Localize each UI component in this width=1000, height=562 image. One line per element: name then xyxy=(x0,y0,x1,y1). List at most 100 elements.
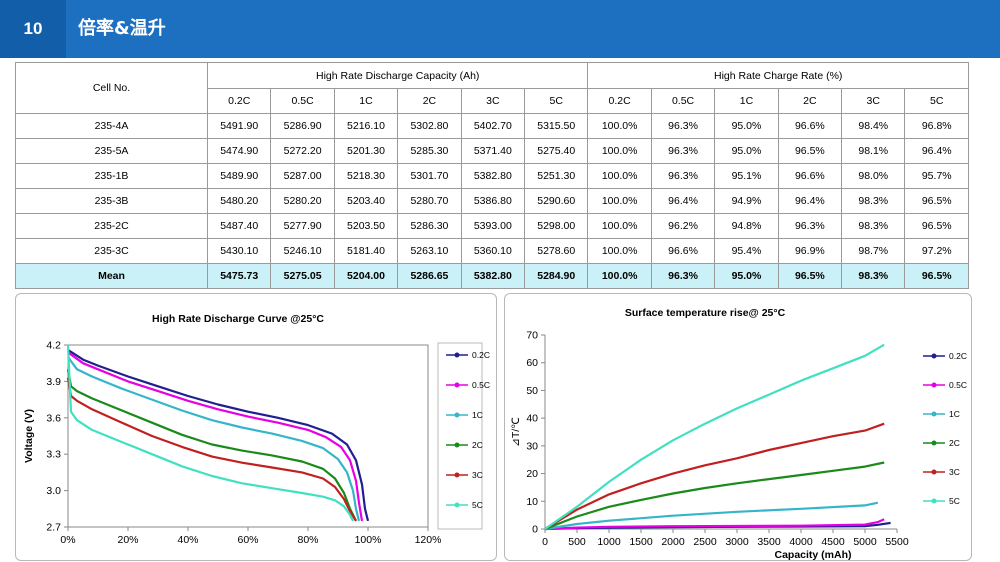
capacity-value: 5263.10 xyxy=(397,238,462,264)
charge-rate-header: 0.5C xyxy=(650,88,716,114)
capacity-rate-header: 3C xyxy=(460,88,526,114)
y-axis-label: ⊿T/℃ xyxy=(510,417,522,447)
capacity-value: 5474.90 xyxy=(206,138,272,164)
charge-rate-value: 98.1% xyxy=(841,138,906,164)
table-row: 235-3B 5480.20 5280.20 5203.40 5280.70 5386.8… xyxy=(15,188,969,214)
charge-rate-value: 100.0% xyxy=(587,213,652,239)
capacity-value: 5287.00 xyxy=(270,163,335,189)
series-line-0.5C xyxy=(67,351,364,522)
capacity-value: 5402.70 xyxy=(460,113,526,139)
capacity-value: 5201.30 xyxy=(333,138,399,164)
capacity-value: 5285.30 xyxy=(397,138,462,164)
x-tick-label: 120% xyxy=(415,534,442,546)
legend-marker xyxy=(454,382,460,388)
charge-rate-value: 96.6% xyxy=(777,113,843,139)
legend-label: 0.5C xyxy=(949,380,967,390)
legend-label: 1C xyxy=(472,410,483,420)
cell-id: 235-3B xyxy=(15,188,208,214)
y-tick-label: 30 xyxy=(526,440,538,452)
capacity-value: 5298.00 xyxy=(524,213,589,239)
charge-rate-value: 96.8% xyxy=(904,113,969,139)
legend-label: 3C xyxy=(949,467,960,477)
capacity-value: 5382.80 xyxy=(460,263,526,289)
y-tick-label: 3.3 xyxy=(46,449,61,461)
discharge-capacity-header: High Rate Discharge Capacity (Ah) xyxy=(206,62,589,89)
charge-rate-value: 96.4% xyxy=(650,188,716,214)
capacity-value: 5277.90 xyxy=(270,213,335,239)
cell-id: 235-5A xyxy=(15,138,208,164)
charge-rate-value: 96.3% xyxy=(650,138,716,164)
header-bar: 10 倍率&温升 xyxy=(0,0,1000,58)
charge-rate-value: 95.0% xyxy=(714,113,779,139)
charge-rate-value: 95.7% xyxy=(904,163,969,189)
charge-rate-value: 98.3% xyxy=(841,188,906,214)
charge-rate-header: 0.2C xyxy=(587,88,652,114)
x-tick-label: 2000 xyxy=(661,536,685,548)
capacity-value: 5246.10 xyxy=(270,238,335,264)
x-tick-label: 3000 xyxy=(725,536,749,548)
cell-no-header: Cell No. xyxy=(15,62,208,114)
capacity-value: 5302.80 xyxy=(397,113,462,139)
legend-label: 2C xyxy=(472,440,483,450)
legend-marker xyxy=(454,352,460,358)
discharge-chart-panel: High Rate Discharge Curve @25°C 2.7 3.0 3.3… xyxy=(15,293,497,561)
y-tick-label: 20 xyxy=(526,468,538,480)
charge-rate-value: 100.0% xyxy=(587,188,652,214)
capacity-value: 5371.40 xyxy=(460,138,526,164)
cell-id: 235-3C xyxy=(15,238,208,264)
charge-rate-value: 97.2% xyxy=(904,238,969,264)
charge-rate-header: 3C xyxy=(841,88,906,114)
capacity-value: 5480.20 xyxy=(206,188,272,214)
x-tick-label: 80% xyxy=(297,534,318,546)
charge-rate-value: 96.5% xyxy=(777,263,843,289)
charge-rate-value: 98.0% xyxy=(841,163,906,189)
cell-id: 235-4A xyxy=(15,113,208,139)
x-tick-label: 40% xyxy=(177,534,198,546)
x-tick-label: 0% xyxy=(60,534,75,546)
capacity-value: 5475.73 xyxy=(206,263,272,289)
capacity-rate-header: 5C xyxy=(524,88,589,114)
capacity-value: 5315.50 xyxy=(524,113,589,139)
capacity-value: 5301.70 xyxy=(397,163,462,189)
legend-label: 2C xyxy=(949,438,960,448)
charge-rate-value: 96.3% xyxy=(650,113,716,139)
capacity-value: 5360.10 xyxy=(460,238,526,264)
capacity-table: Cell No. High Rate Discharge Capacity (A… xyxy=(15,62,969,289)
charge-rate-value: 96.5% xyxy=(777,138,843,164)
y-tick-label: 0 xyxy=(532,524,538,536)
charge-rate-header: High Rate Charge Rate (%) xyxy=(587,62,969,89)
y-tick-label: 50 xyxy=(526,385,538,397)
charge-rate-value: 96.5% xyxy=(904,263,969,289)
legend-marker xyxy=(931,440,937,446)
temperature-chart-panel: Surface temperature rise@ 25°C 0 10 20 30 40 5… xyxy=(504,293,972,561)
capacity-value: 5491.90 xyxy=(206,113,272,139)
legend-marker xyxy=(931,498,937,504)
series-line-1C xyxy=(67,356,361,522)
charge-rate-value: 100.0% xyxy=(587,138,652,164)
legend-label: 5C xyxy=(949,496,960,506)
capacity-rate-header: 0.2C xyxy=(206,88,272,114)
y-tick-label: 3.6 xyxy=(46,412,61,424)
charge-rate-value: 96.2% xyxy=(650,213,716,239)
temperature-rise-chart: Surface temperature rise@ 25°C 0 10 20 30 40 5… xyxy=(510,307,967,560)
charge-rate-value: 96.3% xyxy=(650,163,716,189)
x-tick-label: 100% xyxy=(355,534,382,546)
charge-rate-value: 100.0% xyxy=(587,113,652,139)
capacity-value: 5251.30 xyxy=(524,163,589,189)
capacity-value: 5286.65 xyxy=(397,263,462,289)
y-tick-label: 70 xyxy=(526,330,538,342)
x-tick-label: 20% xyxy=(117,534,138,546)
capacity-value: 5204.00 xyxy=(333,263,399,289)
series-line-0.2C xyxy=(67,348,370,522)
chart-title: High Rate Discharge Curve @25°C xyxy=(152,313,324,325)
capacity-value: 5203.40 xyxy=(333,188,399,214)
charge-rate-header: 1C xyxy=(714,88,779,114)
legend-marker xyxy=(931,353,937,359)
x-tick-label: 3500 xyxy=(757,536,781,548)
x-tick-label: 1000 xyxy=(597,536,621,548)
charge-rate-value: 95.1% xyxy=(714,163,779,189)
y-tick-label: 4.2 xyxy=(46,340,61,352)
legend-marker xyxy=(454,502,460,508)
y-tick-label: 60 xyxy=(526,357,538,369)
capacity-value: 5290.60 xyxy=(524,188,589,214)
